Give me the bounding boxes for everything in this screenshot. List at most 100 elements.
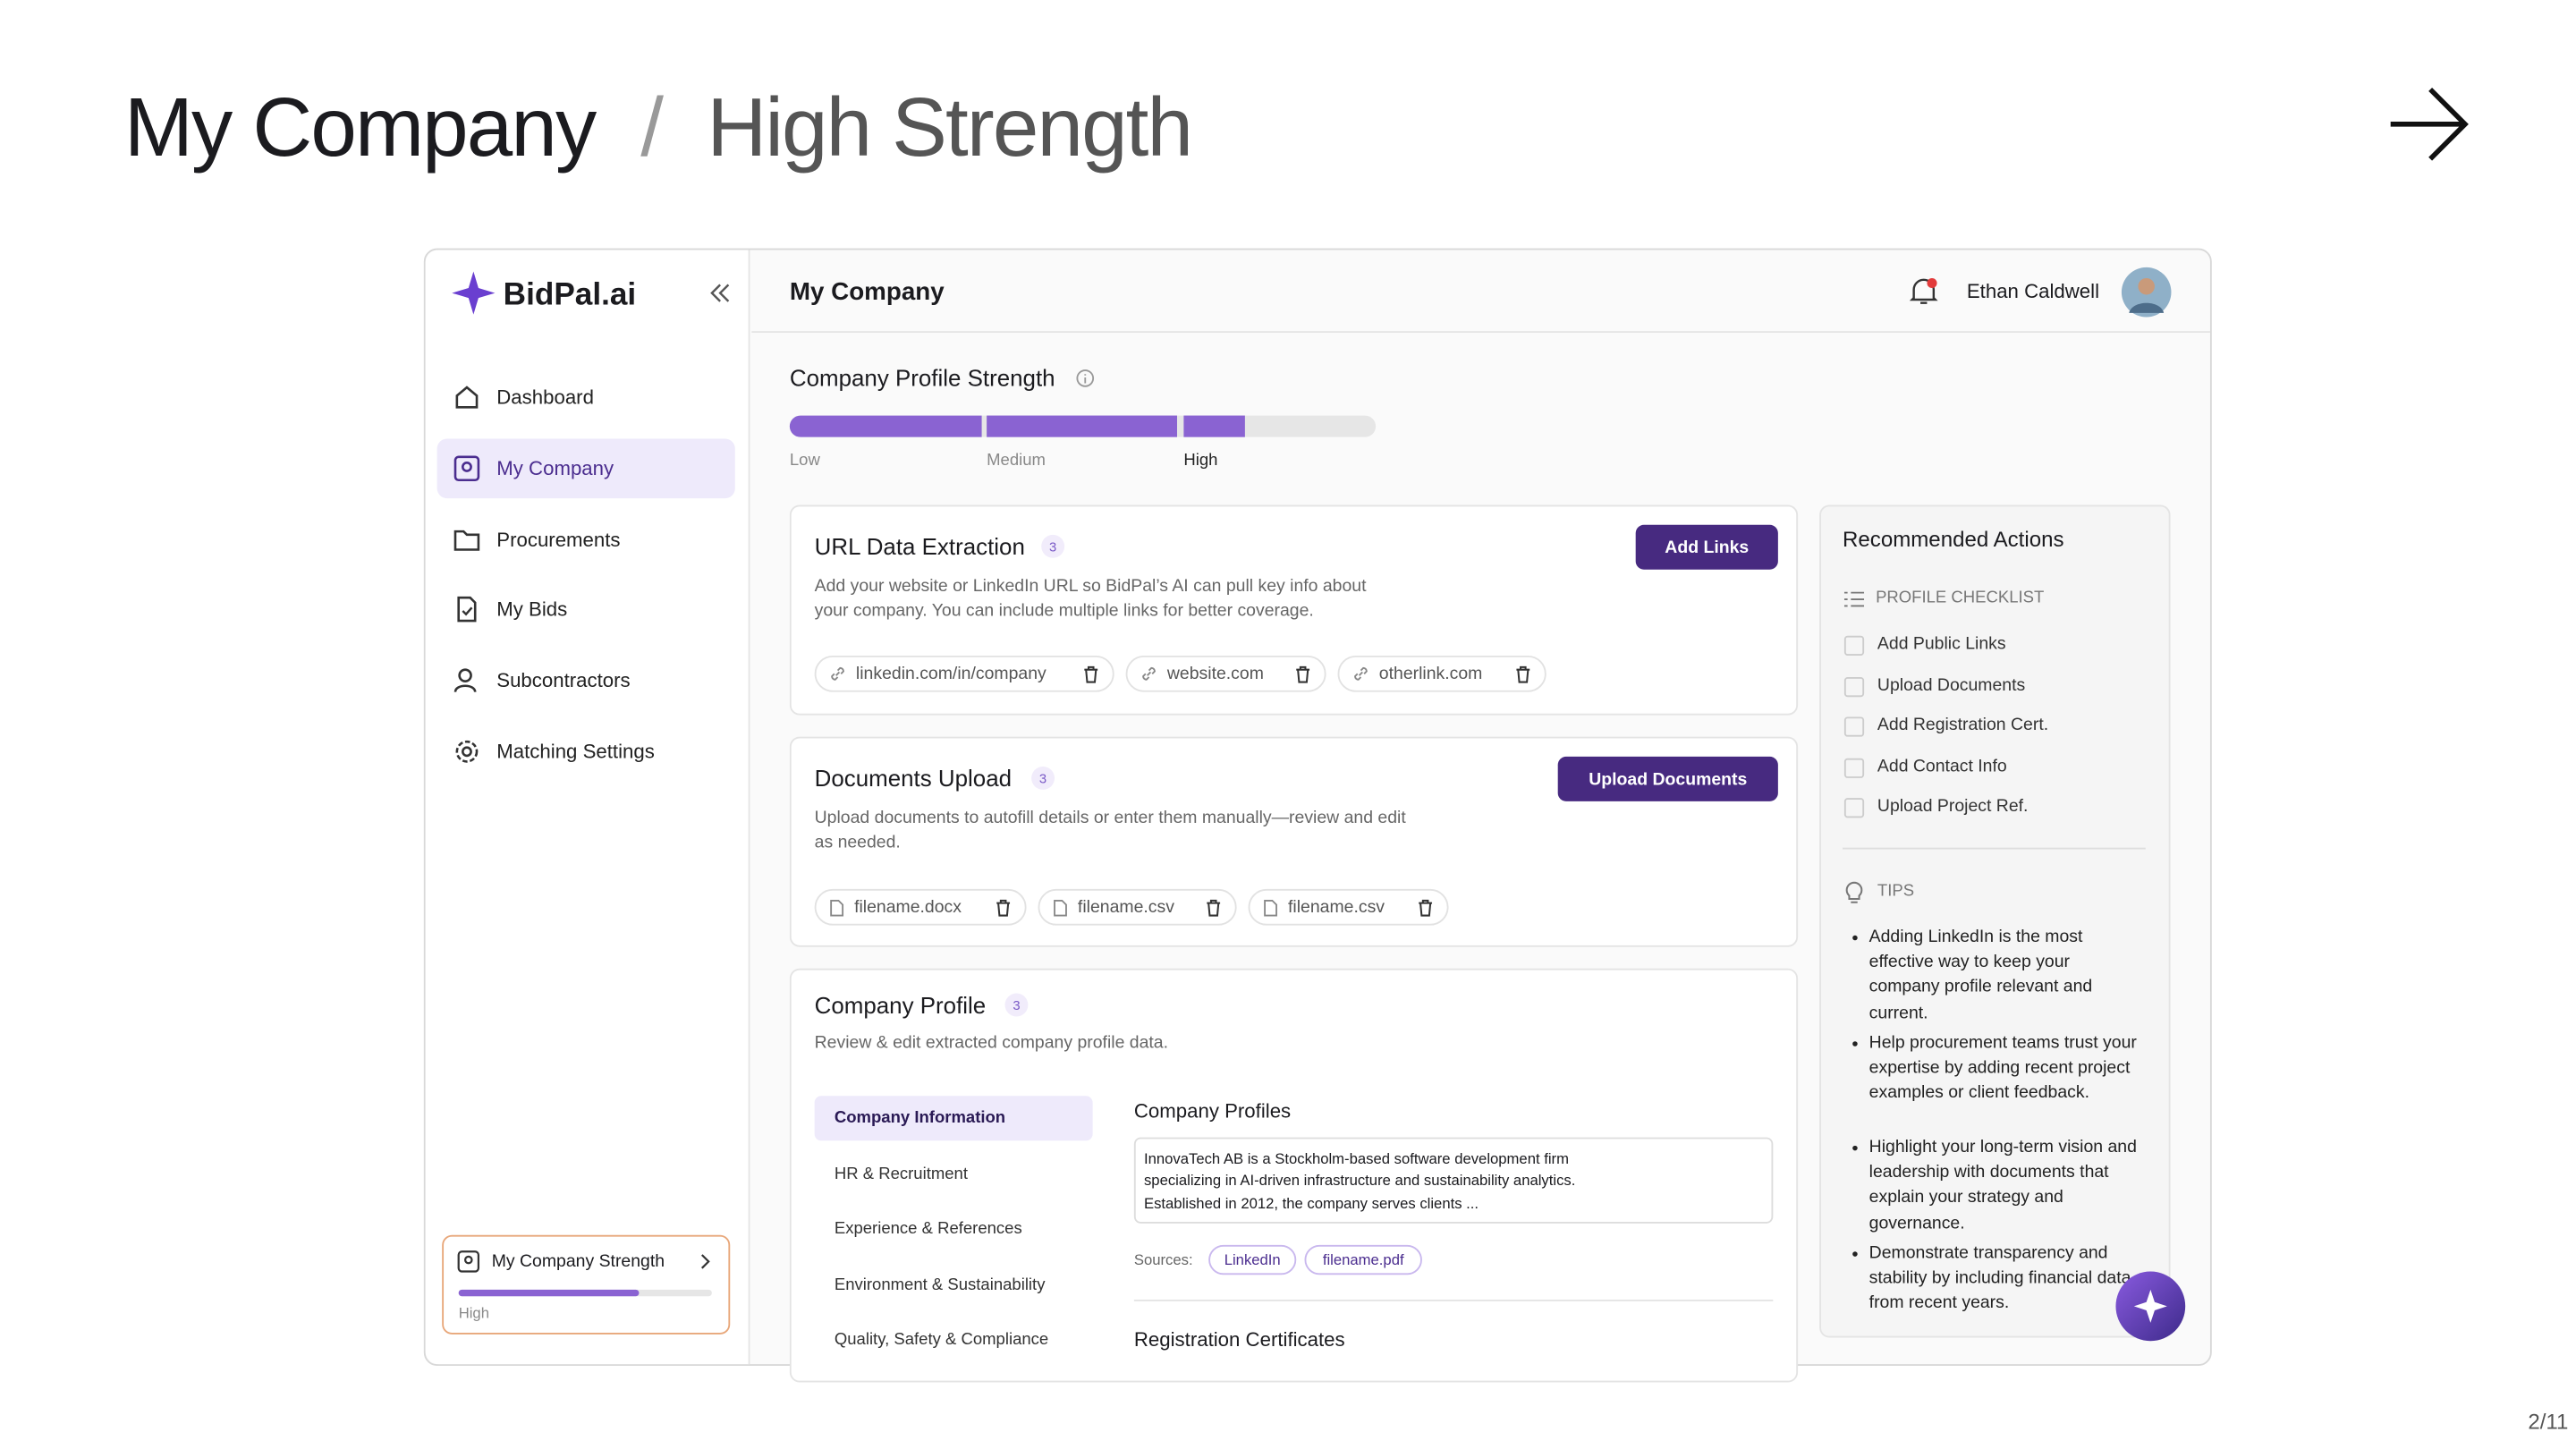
tip: Adding LinkedIn is the most effective wa… — [1852, 926, 2140, 1027]
checklist-item: Upload Documents — [1877, 675, 2026, 696]
divider — [1843, 847, 2146, 850]
file-chip[interactable]: filename.csv — [1248, 888, 1449, 926]
nav-item[interactable]: Subcontractors — [437, 650, 735, 710]
divider — [1133, 1299, 1774, 1301]
card — [789, 504, 1799, 716]
separator: / — [640, 80, 665, 174]
upload-button[interactable]: Upload Documents — [1557, 756, 1778, 801]
link-chip[interactable]: website.com — [1125, 655, 1326, 692]
checkbox[interactable] — [1843, 677, 1865, 698]
text-line: InnovaTech AB is a Stockholm-based softw… — [1143, 1150, 1569, 1167]
text-line: specializing in AI-driven infrastructure… — [1143, 1172, 1576, 1189]
level-label: Medium — [987, 452, 1046, 470]
chip-text: filename.docx — [854, 897, 962, 918]
subsection-title: Company Profiles — [1133, 1098, 1292, 1123]
chip-text: linkedin.com/in/company — [855, 664, 1046, 684]
next-arrow[interactable] — [2384, 83, 2473, 166]
notification-bell[interactable] — [1907, 275, 1940, 308]
card — [789, 968, 1799, 1383]
tab-active[interactable]: Company Information — [814, 1096, 1093, 1141]
tips-title: TIPS — [1877, 882, 1915, 901]
link-chip[interactable]: otherlink.com — [1337, 655, 1546, 692]
checklist-item: Add Public Links — [1877, 633, 2006, 655]
nav-label: Dashboard — [496, 386, 594, 410]
subsection-title: Registration Certificates — [1133, 1327, 1345, 1352]
source-chip[interactable]: LinkedIn — [1208, 1244, 1297, 1275]
nav-label: Subcontractors — [496, 668, 631, 692]
file-chip[interactable]: filename.csv — [1038, 888, 1237, 926]
page-heading: My Company — [789, 277, 945, 307]
logo-text: BidPal.ai — [503, 277, 637, 313]
chevron — [700, 1254, 710, 1269]
count-badge: 3 — [1041, 534, 1065, 558]
checklist-item: Add Contact Info — [1877, 756, 2007, 777]
nav-item[interactable]: Matching Settings — [437, 722, 735, 782]
chip-text: website.com — [1166, 664, 1264, 684]
avatar[interactable] — [2121, 267, 2172, 318]
tab[interactable]: Experience & References — [834, 1220, 1022, 1239]
strength-segment — [1183, 415, 1245, 437]
chip-text: filename.csv — [1288, 897, 1385, 918]
strength-title: Company Profile Strength — [789, 364, 1055, 391]
strength-fill — [458, 1289, 640, 1297]
user-name[interactable]: Ethan Caldwell — [1966, 279, 2100, 303]
checkbox[interactable] — [1843, 758, 1865, 778]
file-chip[interactable]: filename.docx — [814, 888, 1027, 926]
chip-text: otherlink.com — [1378, 664, 1483, 684]
nav-item-active[interactable]: My Company — [436, 438, 735, 499]
card-icon — [457, 1250, 480, 1273]
strength-card-title: My Company Strength — [491, 1251, 665, 1272]
nav-label: Matching Settings — [496, 740, 655, 764]
source-chip[interactable]: filename.pdf — [1304, 1244, 1422, 1275]
card-description: Review & edit extracted company profile … — [814, 1032, 1169, 1054]
text-line: Established in 2012, the company serves … — [1143, 1195, 1479, 1212]
tip-icon — [1845, 881, 1863, 903]
assistant-button[interactable] — [2114, 1270, 2187, 1343]
tip: Help procurement teams trust your expert… — [1852, 1031, 2140, 1106]
nav-item[interactable]: My Bids — [437, 580, 735, 640]
card-description: Upload documents to autofill details or … — [814, 808, 1406, 853]
level-label: High — [1183, 452, 1218, 470]
tab[interactable]: Quality, Safety & Compliance — [834, 1331, 1049, 1350]
card-title: URL Data Extraction — [814, 532, 1025, 560]
checklist-item: Upload Project Ref. — [1877, 796, 2029, 817]
logo-icon — [452, 271, 496, 315]
strength-card-level: High — [458, 1304, 489, 1322]
checklist-item: Add Registration Cert. — [1877, 715, 2049, 735]
nav-label: My Bids — [496, 597, 568, 622]
card-description: Add your website or LinkedIn URL so BidP… — [814, 576, 1367, 622]
checkbox[interactable] — [1843, 716, 1865, 737]
info-icon[interactable] — [1076, 369, 1095, 387]
sources-label: Sources: — [1133, 1251, 1193, 1268]
card-title: Documents Upload — [814, 765, 1013, 792]
card-title: Company Profile — [814, 991, 987, 1019]
recommended-panel — [1819, 504, 2171, 1338]
checkbox[interactable] — [1843, 798, 1865, 818]
tip: Highlight your long-term vision and lead… — [1852, 1136, 2140, 1237]
nav-label: My Company — [496, 456, 614, 480]
tab[interactable]: HR & Recruitment — [834, 1165, 968, 1184]
add-links-button[interactable]: Add Links — [1635, 524, 1778, 570]
link-chip[interactable]: linkedin.com/in/company — [814, 655, 1114, 692]
slide-subtitle: High Strength — [707, 80, 1193, 174]
chip-text: filename.csv — [1077, 897, 1174, 918]
checkbox[interactable] — [1843, 635, 1865, 656]
tab[interactable]: Environment & Sustainability — [834, 1276, 1046, 1295]
strength-segment — [987, 415, 1177, 437]
collapse-button[interactable] — [710, 284, 730, 303]
nav-item[interactable]: Procurements — [437, 510, 735, 570]
strength-segment — [789, 415, 982, 437]
page-number: 2/11 — [2528, 1409, 2569, 1434]
text-area[interactable] — [1133, 1137, 1774, 1224]
panel-title: Recommended Actions — [1843, 526, 2064, 552]
slide-title: My Company — [123, 80, 597, 174]
topbar-divider — [751, 331, 2210, 334]
level-label: Low — [789, 452, 820, 470]
nav-label: Procurements — [496, 528, 621, 552]
sidebar — [425, 250, 750, 1365]
strength-card[interactable] — [442, 1234, 731, 1335]
nav-item[interactable]: Dashboard — [437, 368, 735, 428]
checklist-title: PROFILE CHECKLIST — [1876, 589, 2045, 608]
